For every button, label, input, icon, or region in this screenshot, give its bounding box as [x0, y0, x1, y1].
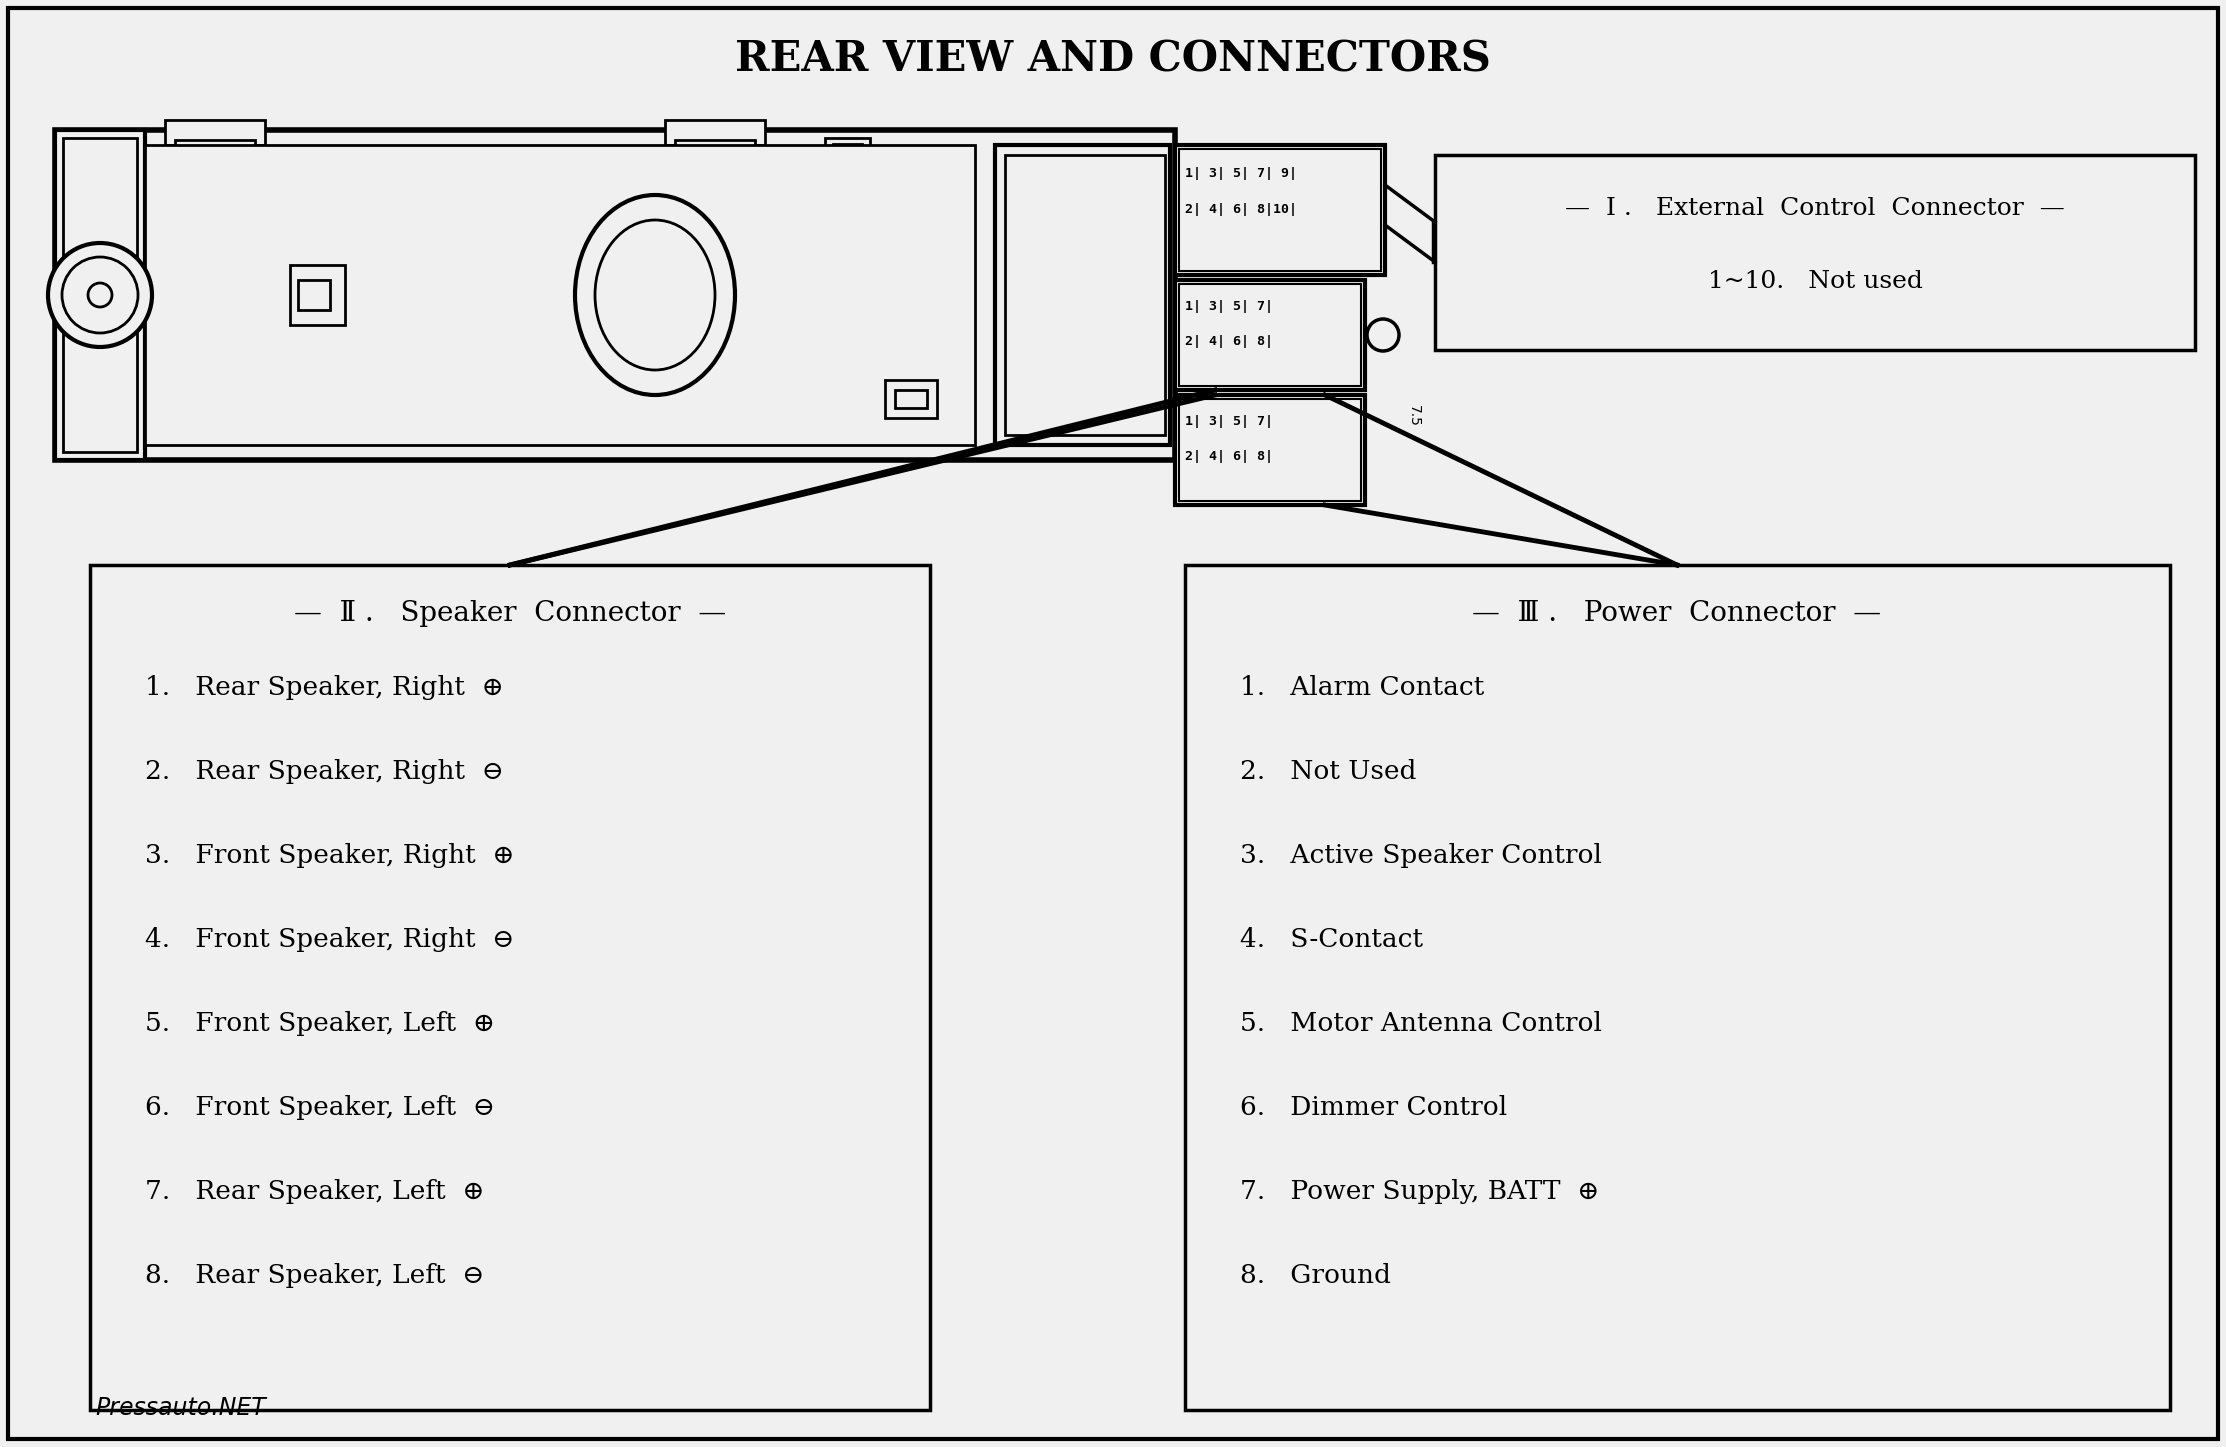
Text: —  Ⅲ .   Power  Connector  —: — Ⅲ . Power Connector — [1471, 601, 1881, 627]
Bar [176, 140, 256, 155]
Circle shape [49, 243, 151, 347]
Circle shape [89, 284, 111, 307]
Text: —  I .   External  Control  Connector  —: — I . External Control Connector — [1565, 197, 2066, 220]
Text: 7.   Power Supply, BATT  ⊕: 7. Power Supply, BATT ⊕ [1240, 1179, 1598, 1204]
Bar [886, 381, 937, 418]
Text: 2| 4| 6| 8|10|: 2| 4| 6| 8|10| [1184, 203, 1298, 216]
Bar [666, 120, 766, 145]
Bar [1175, 281, 1365, 391]
Ellipse shape [574, 195, 735, 395]
Bar [1175, 395, 1365, 505]
Text: 1| 3| 5| 7|: 1| 3| 5| 7| [1184, 415, 1273, 428]
Bar [169, 395, 203, 412]
Bar [895, 391, 926, 408]
Text: 2.   Not Used: 2. Not Used [1240, 760, 1416, 784]
Bar [89, 564, 930, 1409]
Text: 3.   Active Speaker Control: 3. Active Speaker Control [1240, 844, 1603, 868]
Bar [1004, 155, 1164, 436]
Bar [56, 130, 1175, 460]
Text: 7.5: 7.5 [1407, 405, 1420, 427]
Text: 6.   Dimmer Control: 6. Dimmer Control [1240, 1095, 1507, 1120]
Bar [833, 145, 861, 166]
Bar [160, 385, 211, 423]
Circle shape [62, 258, 138, 333]
Text: 6.   Front Speaker, Left  ⊖: 6. Front Speaker, Left ⊖ [145, 1095, 494, 1120]
Text: 1.   Alarm Contact: 1. Alarm Contact [1240, 674, 1485, 700]
Text: 1| 3| 5| 7| 9|: 1| 3| 5| 7| 9| [1184, 166, 1298, 179]
Bar [165, 120, 265, 145]
Text: 8.   Ground: 8. Ground [1240, 1263, 1391, 1288]
Ellipse shape [594, 220, 715, 370]
Bar [1180, 284, 1360, 386]
Bar [1175, 145, 1385, 275]
Text: 2| 4| 6| 8|: 2| 4| 6| 8| [1184, 450, 1273, 463]
Text: 2.   Rear Speaker, Right  ⊖: 2. Rear Speaker, Right ⊖ [145, 760, 503, 784]
Text: 8.   Rear Speaker, Left  ⊖: 8. Rear Speaker, Left ⊖ [145, 1263, 485, 1288]
Text: 1| 3| 5| 7|: 1| 3| 5| 7| [1184, 300, 1273, 313]
Text: 7.   Rear Speaker, Left  ⊕: 7. Rear Speaker, Left ⊕ [145, 1179, 485, 1204]
Bar [62, 137, 138, 451]
Text: 1~10.   Not used: 1~10. Not used [1707, 271, 1923, 292]
Text: —  Ⅱ .   Speaker  Connector  —: — Ⅱ . Speaker Connector — [294, 601, 726, 627]
Text: 4.   Front Speaker, Right  ⊖: 4. Front Speaker, Right ⊖ [145, 928, 514, 952]
Text: 5.   Motor Antenna Control: 5. Motor Antenna Control [1240, 1011, 1603, 1036]
Bar [1180, 149, 1380, 271]
Bar [826, 137, 870, 174]
Bar [674, 140, 755, 155]
Bar [289, 265, 345, 326]
Text: 2| 4| 6| 8|: 2| 4| 6| 8| [1184, 336, 1273, 347]
Circle shape [1367, 318, 1398, 352]
Bar [1180, 399, 1360, 501]
Text: 4.   S-Contact: 4. S-Contact [1240, 928, 1422, 952]
Text: 5.   Front Speaker, Left  ⊕: 5. Front Speaker, Left ⊕ [145, 1011, 494, 1036]
Bar [298, 281, 329, 310]
Bar [995, 145, 1171, 446]
Bar [1184, 564, 2170, 1409]
Text: REAR VIEW AND CONNECTORS: REAR VIEW AND CONNECTORS [735, 38, 1491, 80]
Text: 3.   Front Speaker, Right  ⊕: 3. Front Speaker, Right ⊕ [145, 844, 514, 868]
Text: 1.   Rear Speaker, Right  ⊕: 1. Rear Speaker, Right ⊕ [145, 674, 503, 700]
Text: Pressauto.NET: Pressauto.NET [96, 1396, 265, 1420]
Bar [1436, 155, 2195, 350]
Bar [56, 130, 145, 460]
Bar [145, 145, 975, 446]
